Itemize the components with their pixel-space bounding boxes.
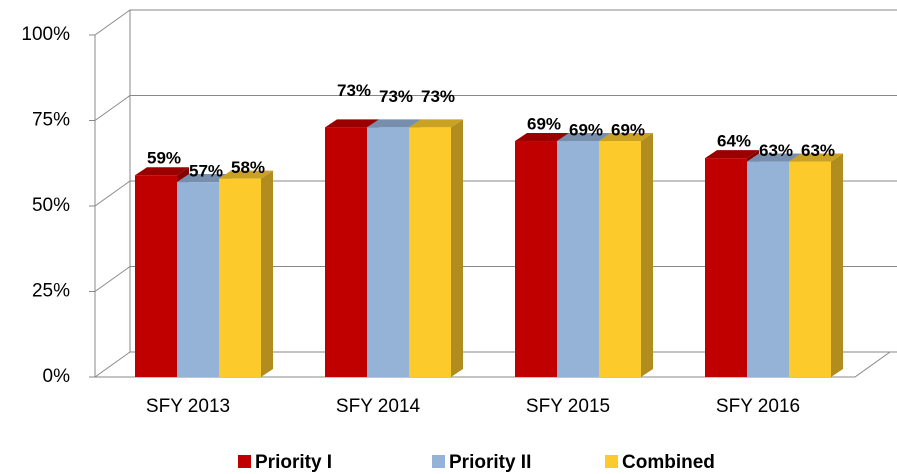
bar-top xyxy=(177,174,231,183)
bar-top xyxy=(705,150,759,159)
bar-top xyxy=(599,133,653,142)
value-label: 58% xyxy=(231,158,265,177)
value-label: 57% xyxy=(189,162,223,181)
bar-top xyxy=(409,119,463,128)
x-tick-label: SFY 2016 xyxy=(716,396,800,417)
legend-label: Priority II xyxy=(449,452,531,473)
x-tick-label: SFY 2015 xyxy=(526,396,610,417)
bar-side xyxy=(451,119,463,377)
bar-top xyxy=(789,153,843,162)
value-label: 64% xyxy=(717,132,751,151)
bar xyxy=(599,141,641,377)
y-tick-label: 50% xyxy=(32,195,70,216)
bar xyxy=(325,127,367,377)
bar xyxy=(367,127,409,377)
value-label: 63% xyxy=(801,141,835,160)
legend-label: Priority I xyxy=(255,452,332,473)
bar xyxy=(177,182,219,377)
bar xyxy=(219,178,261,377)
y-tick-label: 25% xyxy=(32,281,70,302)
grid-line xyxy=(94,9,897,36)
y-tick-label: 0% xyxy=(43,366,71,387)
bar-top xyxy=(557,133,611,142)
bar xyxy=(409,127,451,377)
value-label: 59% xyxy=(147,149,181,168)
legend-swatch xyxy=(432,455,445,468)
value-label: 69% xyxy=(611,121,645,140)
grid-line xyxy=(94,266,897,292)
legend-swatch xyxy=(238,455,251,468)
x-tick-label: SFY 2014 xyxy=(336,396,421,417)
y-tick-label: 75% xyxy=(32,110,70,131)
bar-top xyxy=(515,133,569,142)
value-label: 63% xyxy=(759,141,793,160)
bar-top xyxy=(135,167,189,176)
legend-label: Combined xyxy=(622,452,715,473)
bar xyxy=(515,141,557,377)
bar xyxy=(705,158,747,377)
legend-swatch xyxy=(605,455,618,468)
bar xyxy=(135,175,177,377)
bar-side xyxy=(831,153,843,377)
value-label: 69% xyxy=(527,115,561,134)
y-tick-label: 100% xyxy=(21,24,70,45)
value-label: 73% xyxy=(421,87,455,106)
x-tick-label: SFY 2013 xyxy=(146,396,230,417)
bar-top xyxy=(325,119,379,128)
bar-top xyxy=(219,170,273,179)
bar-top xyxy=(367,119,421,128)
bar xyxy=(789,161,831,377)
value-label: 69% xyxy=(569,121,603,140)
bar-top xyxy=(747,153,801,162)
grid-line xyxy=(94,95,897,121)
grid-line xyxy=(94,180,897,207)
bar xyxy=(557,141,599,377)
value-label: 73% xyxy=(337,81,371,100)
bar-side xyxy=(641,133,653,377)
grid-line xyxy=(94,351,897,378)
value-label: 73% xyxy=(379,87,413,106)
bar xyxy=(747,161,789,377)
bar-side xyxy=(261,170,273,377)
